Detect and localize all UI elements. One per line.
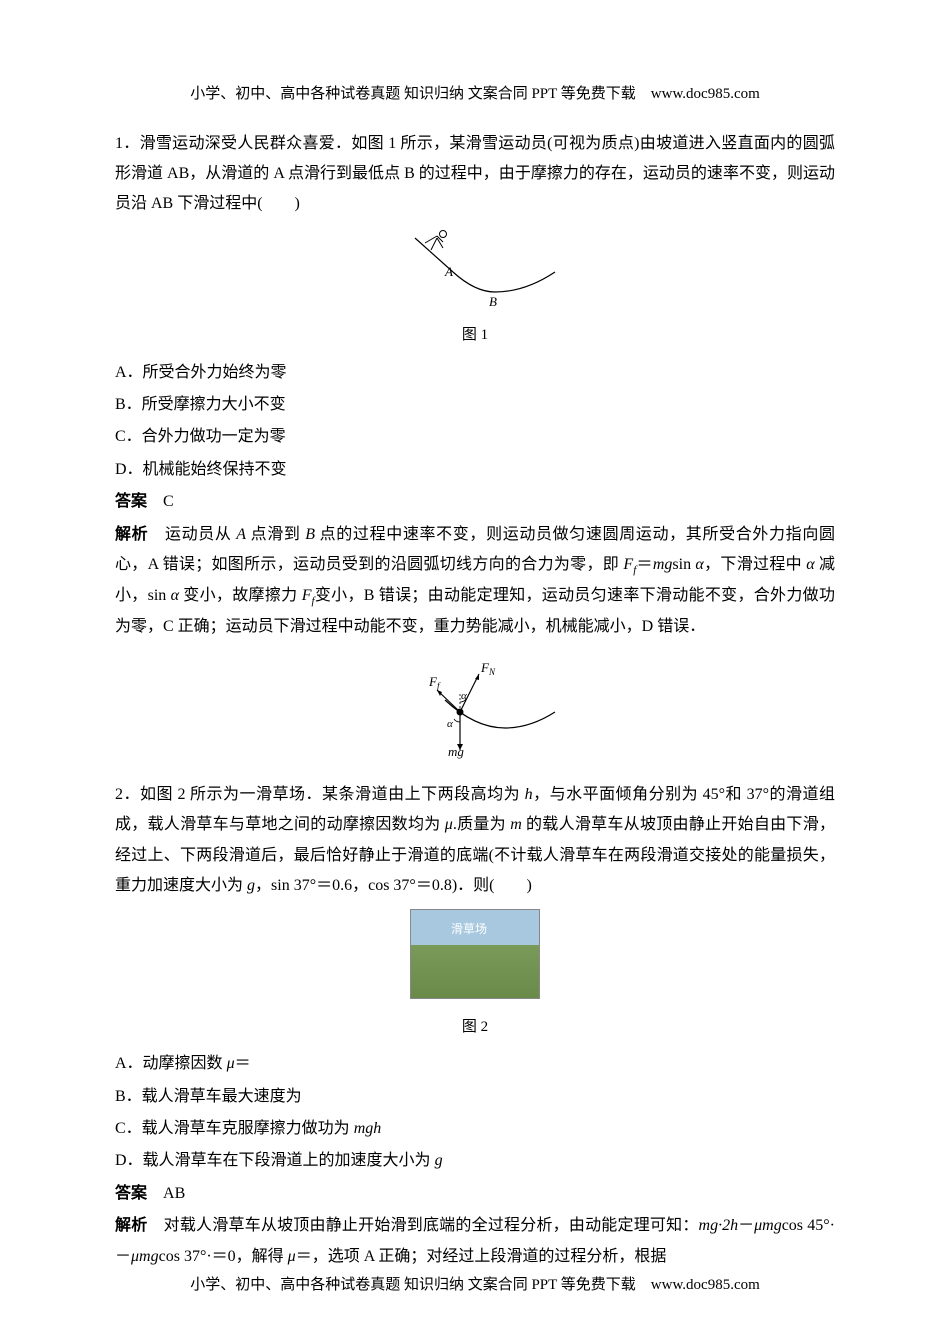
force-ff: Ff xyxy=(428,674,441,691)
q1-exp-1d: ，下滑过程中 xyxy=(704,556,806,573)
var-m: m xyxy=(510,816,522,833)
page-header: 小学、初中、高中各种试卷真题 知识归纳 文案合同 PPT 等免费下载 www.d… xyxy=(115,80,835,109)
force-alpha2: α xyxy=(447,718,453,730)
q2-option-a: A．动摩擦因数 μ＝ xyxy=(115,1049,835,1079)
q1-answer-value: C xyxy=(163,493,174,510)
var-b: B xyxy=(305,526,315,543)
answer-label: 答案 xyxy=(115,493,147,510)
explain-label-2: 解析 xyxy=(115,1217,147,1234)
q2-text-a: 2．如图 2 所示为一滑草场．某条滑道由上下两段高均为 xyxy=(115,786,525,803)
answer-label-2: 答案 xyxy=(115,1185,147,1202)
var-alpha3: α xyxy=(171,587,179,604)
q1-option-c: C．合外力做功一定为零 xyxy=(115,422,835,452)
q2-explanation: 解析 对载人滑草车从坡顶由静止开始滑到底端的全过程分析，由动能定理可知：mg·2… xyxy=(115,1211,835,1272)
force-fn: FN xyxy=(480,660,496,677)
q1-answer: 答案 C xyxy=(115,487,835,517)
figure-2-text: 滑草场 xyxy=(451,918,487,941)
page-footer: 小学、初中、高中各种试卷真题 知识归纳 文案合同 PPT 等免费下载 www.d… xyxy=(0,1271,950,1300)
q2-exp-c: cos 37°·＝0，解得 xyxy=(159,1248,288,1265)
q1-text-content: 1．滑雪运动深受人民群众喜爱．如图 1 所示，某滑雪运动员(可视为质点)由坡道进… xyxy=(115,135,835,213)
var-a: A xyxy=(236,526,246,543)
q1-option-b: B．所受摩擦力大小不变 xyxy=(115,390,835,420)
fig1-label-a: A xyxy=(444,264,453,279)
figure-1: A B 图 1 xyxy=(115,228,835,350)
q2-opt-a-b: ＝ xyxy=(235,1055,251,1072)
var-ff-sub: f xyxy=(633,564,636,576)
q2-answer: 答案 AB xyxy=(115,1179,835,1209)
q1-exp-1b: 点滑到 xyxy=(246,526,305,543)
var-h: h xyxy=(525,786,533,803)
var-mgh: mgh xyxy=(354,1120,382,1137)
q2-text-e: ，sin 37°＝0.6，cos 37°＝0.8)．则( ) xyxy=(255,877,532,894)
q2-opt-a-a: A．动摩擦因数 xyxy=(115,1055,227,1072)
force-alpha1: α xyxy=(461,690,467,702)
var-mumg1: μmg xyxy=(754,1217,782,1234)
var-ff: F xyxy=(623,556,633,573)
q2-opt-d-a: D．载人滑草车在下段滑道上的加速度大小为 xyxy=(115,1152,435,1169)
q1-exp-1a: 运动员从 xyxy=(165,526,236,543)
q2-option-b: B．载人滑草车最大速度为 xyxy=(115,1082,835,1112)
var-ff2: F xyxy=(302,587,312,604)
q1-option-a: A．所受合外力始终为零 xyxy=(115,358,835,388)
figure-2-label: 图 2 xyxy=(115,1013,835,1042)
q2-option-c: C．载人滑草车克服摩擦力做功为 mgh xyxy=(115,1114,835,1144)
q1-exp-1f: 变小，故摩擦力 xyxy=(179,587,302,604)
fig1-label-b: B xyxy=(489,294,497,308)
q2-text-c: .质量为 xyxy=(453,816,510,833)
q1-option-d: D．机械能始终保持不变 xyxy=(115,455,835,485)
var-g2: g xyxy=(435,1152,443,1169)
force-mg: mg xyxy=(448,744,464,759)
figure-force-svg: Ff FN mg α α xyxy=(385,650,565,760)
q2-opt-c-a: C．载人滑草车克服摩擦力做功为 xyxy=(115,1120,354,1137)
explain-label: 解析 xyxy=(115,526,148,543)
var-mumg2: μmg xyxy=(131,1248,159,1265)
q2-exp-a: 对载人滑草车从坡顶由静止开始滑到底端的全过程分析，由动能定理可知： xyxy=(164,1217,699,1234)
var-mu2: μ xyxy=(227,1055,235,1072)
q1-text: 1．滑雪运动深受人民群众喜爱．如图 1 所示，某滑雪运动员(可视为质点)由坡道进… xyxy=(115,129,835,220)
figure-force: Ff FN mg α α xyxy=(115,650,835,771)
figure-1-svg: A B xyxy=(385,228,565,308)
q1-explanation: 解析 运动员从 A 点滑到 B 点的过程中速率不变，则运动员做匀速圆周运动，其所… xyxy=(115,520,835,643)
var-g: g xyxy=(247,877,255,894)
q2-answer-value: AB xyxy=(163,1185,185,1202)
var-mg2h: mg·2h xyxy=(699,1217,739,1234)
figure-2: 滑草场 图 2 xyxy=(115,909,835,1041)
var-alpha: α xyxy=(695,556,703,573)
var-mu: μ xyxy=(445,816,453,833)
var-alpha2: α xyxy=(806,556,814,573)
var-mu3: μ xyxy=(288,1248,296,1265)
figure-2-image: 滑草场 xyxy=(410,909,540,999)
var-mg: mg xyxy=(653,556,673,573)
q2-exp-d: ＝，选项 A 正确；对经过上段滑道的过程分析，根据 xyxy=(296,1248,667,1265)
q2-option-d: D．载人滑草车在下段滑道上的加速度大小为 g xyxy=(115,1146,835,1176)
q2-text: 2．如图 2 所示为一滑草场．某条滑道由上下两段高均为 h，与水平面倾角分别为 … xyxy=(115,780,835,902)
figure-1-label: 图 1 xyxy=(115,321,835,350)
